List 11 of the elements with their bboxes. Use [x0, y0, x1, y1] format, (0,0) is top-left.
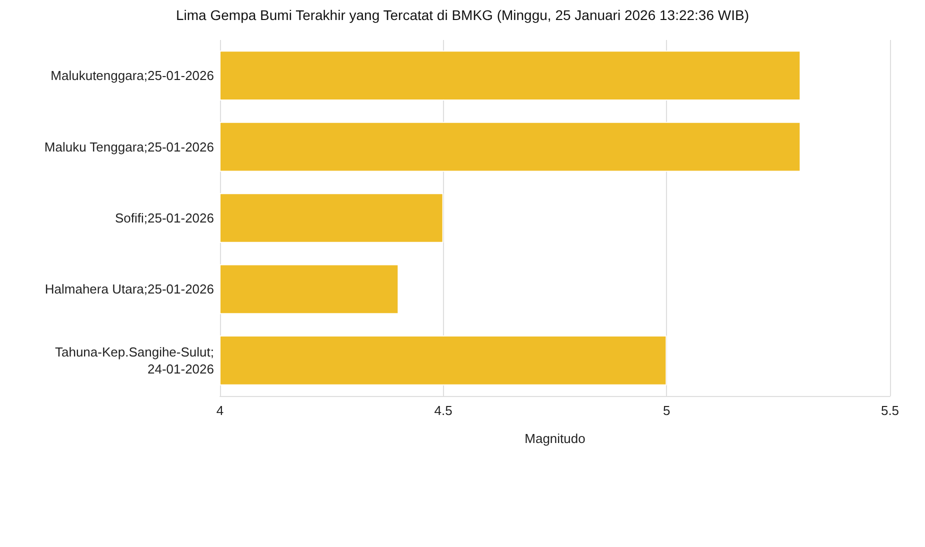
x-tick-label: 4 [216, 403, 224, 418]
x-tick-label: 5.5 [880, 403, 900, 418]
chart-title: Lima Gempa Bumi Terakhir yang Tercatat di BMKG (Minggu, 25 Januari 2026 13:22:36 WIB) [176, 7, 749, 23]
y-tick-label: Sofifi;25-01-2026 [114, 210, 214, 226]
x-tick-label: 4.5 [434, 403, 452, 418]
x-tick-label: 5 [663, 403, 670, 418]
y-tick-label: Halmahera Utara;25-01-2026 [44, 282, 214, 297]
y-tick-label: Maluku Tenggara;25-01-2026 [44, 139, 214, 154]
y-tick-label: Malukutenggara;25-01-2026 [50, 68, 214, 84]
x-axis-title: Magnitudo [524, 431, 586, 446]
y-tick-label: Tahuna-Kep.Sangihe-Sulut; 24-01-2026 [54, 344, 214, 376]
